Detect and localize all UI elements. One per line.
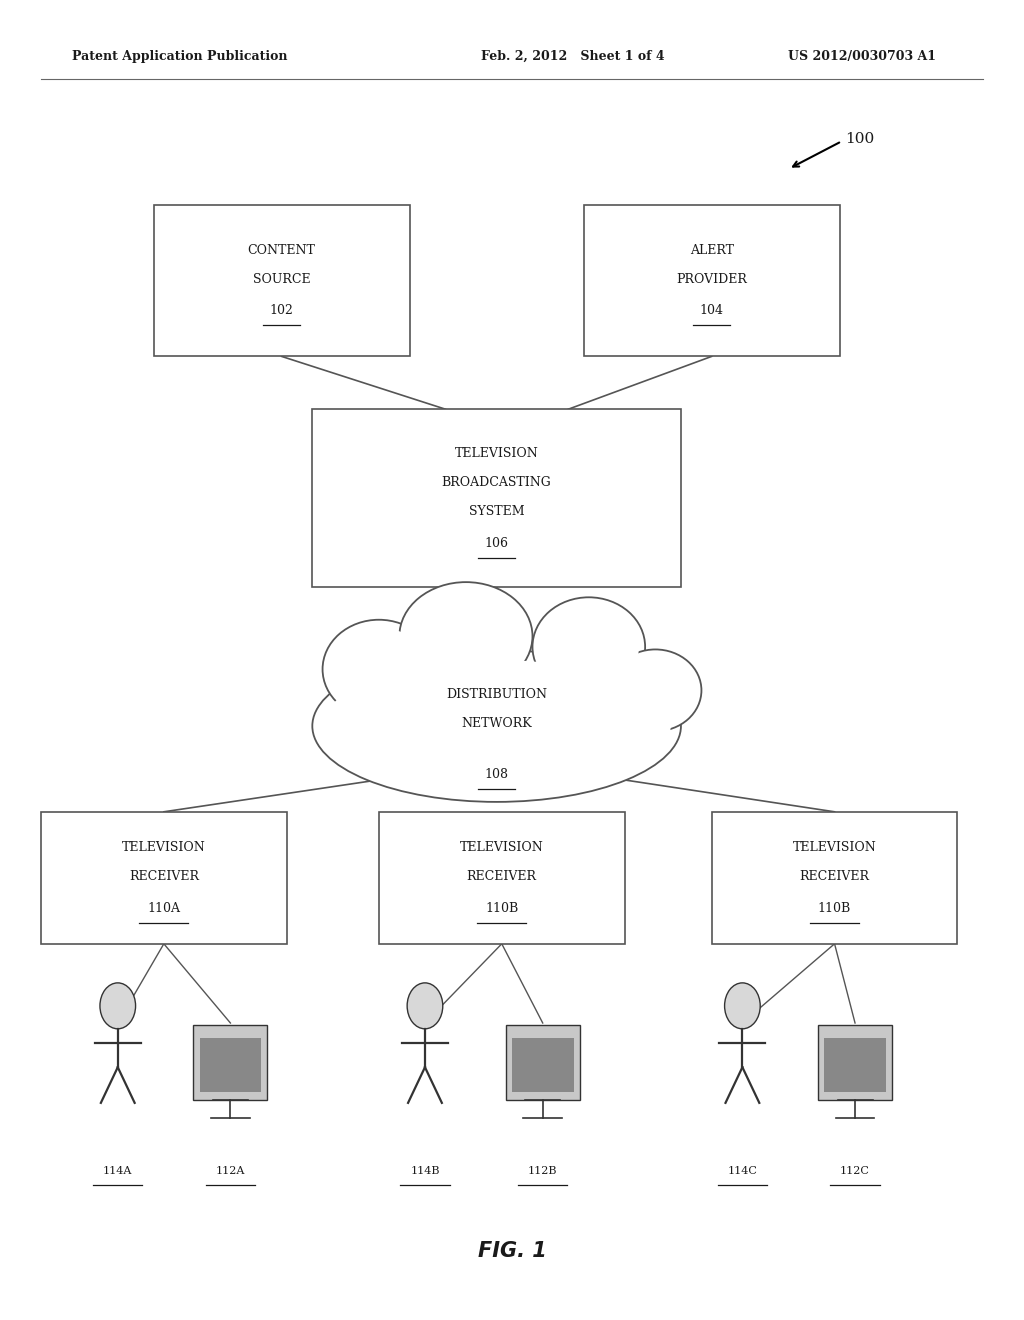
Ellipse shape: [323, 619, 435, 718]
FancyBboxPatch shape: [818, 1026, 892, 1101]
FancyBboxPatch shape: [312, 409, 681, 587]
Text: ALERT: ALERT: [690, 244, 733, 256]
Text: 114C: 114C: [727, 1166, 758, 1176]
Text: 102: 102: [269, 305, 294, 317]
Text: Patent Application Publication: Patent Application Publication: [72, 50, 287, 63]
FancyBboxPatch shape: [824, 1039, 886, 1093]
Text: 112A: 112A: [216, 1166, 245, 1176]
FancyBboxPatch shape: [200, 1039, 261, 1093]
FancyBboxPatch shape: [584, 205, 840, 356]
Text: TELEVISION: TELEVISION: [122, 841, 206, 854]
FancyBboxPatch shape: [379, 812, 625, 944]
Ellipse shape: [329, 627, 429, 710]
Text: RECEIVER: RECEIVER: [800, 870, 869, 883]
FancyBboxPatch shape: [194, 1026, 267, 1101]
Text: CONTENT: CONTENT: [248, 244, 315, 256]
Text: 114A: 114A: [103, 1166, 132, 1176]
Ellipse shape: [406, 590, 526, 682]
Ellipse shape: [312, 649, 681, 801]
Ellipse shape: [609, 649, 701, 731]
Text: US 2012/0030703 A1: US 2012/0030703 A1: [788, 50, 937, 63]
Text: 108: 108: [484, 768, 509, 781]
Ellipse shape: [539, 605, 639, 689]
Text: BROADCASTING: BROADCASTING: [441, 477, 552, 488]
Text: RECEIVER: RECEIVER: [129, 870, 199, 883]
Text: TELEVISION: TELEVISION: [460, 841, 544, 854]
Text: 114B: 114B: [411, 1166, 439, 1176]
Circle shape: [100, 983, 135, 1028]
Text: 110B: 110B: [818, 902, 851, 915]
Text: 110A: 110A: [147, 902, 180, 915]
Text: 112C: 112C: [840, 1166, 870, 1176]
Text: Feb. 2, 2012   Sheet 1 of 4: Feb. 2, 2012 Sheet 1 of 4: [481, 50, 665, 63]
Text: FIG. 1: FIG. 1: [477, 1241, 547, 1262]
Text: TELEVISION: TELEVISION: [793, 841, 877, 854]
Text: 100: 100: [845, 132, 874, 145]
Ellipse shape: [615, 657, 695, 723]
Text: RECEIVER: RECEIVER: [467, 870, 537, 883]
Circle shape: [408, 983, 442, 1028]
Text: SOURCE: SOURCE: [253, 273, 310, 285]
FancyBboxPatch shape: [41, 812, 287, 944]
Text: DISTRIBUTION: DISTRIBUTION: [446, 688, 547, 701]
Ellipse shape: [532, 597, 645, 697]
FancyBboxPatch shape: [712, 812, 957, 944]
Text: TELEVISION: TELEVISION: [455, 447, 539, 459]
Ellipse shape: [323, 660, 671, 792]
Text: 112B: 112B: [528, 1166, 557, 1176]
Text: 106: 106: [484, 537, 509, 549]
Text: SYSTEM: SYSTEM: [469, 506, 524, 517]
Text: 110B: 110B: [485, 902, 518, 915]
FancyBboxPatch shape: [506, 1026, 580, 1101]
FancyBboxPatch shape: [512, 1039, 573, 1093]
Text: 104: 104: [699, 305, 724, 317]
Text: NETWORK: NETWORK: [461, 717, 532, 730]
Text: PROVIDER: PROVIDER: [676, 273, 748, 285]
FancyBboxPatch shape: [154, 205, 410, 356]
Circle shape: [725, 983, 760, 1028]
Ellipse shape: [399, 582, 532, 690]
